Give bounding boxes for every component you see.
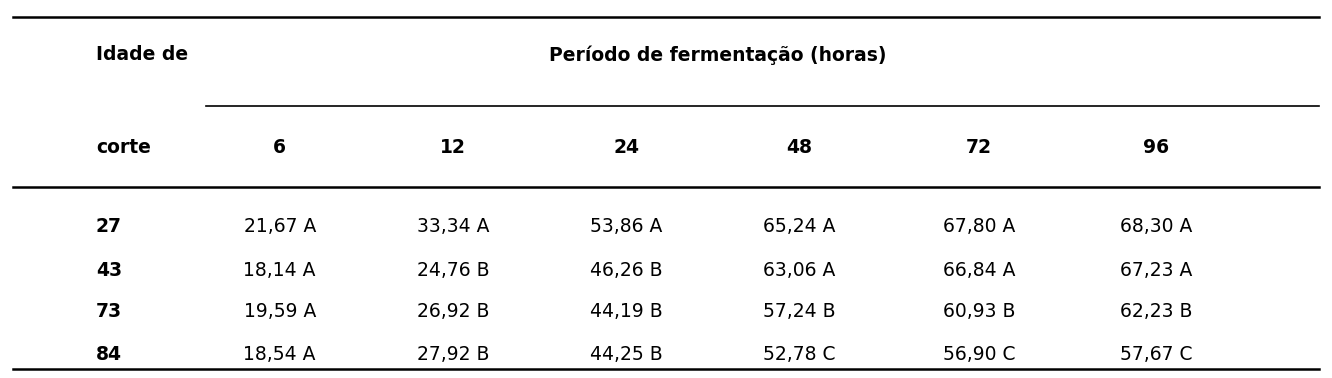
- Text: 73: 73: [96, 302, 123, 321]
- Text: 18,54 A: 18,54 A: [244, 345, 316, 364]
- Text: 24: 24: [613, 138, 639, 157]
- Text: 24,76 B: 24,76 B: [417, 261, 489, 280]
- Text: 18,14 A: 18,14 A: [244, 261, 316, 280]
- Text: 43: 43: [96, 261, 123, 280]
- Text: 56,90 C: 56,90 C: [943, 345, 1015, 364]
- Text: 65,24 A: 65,24 A: [763, 217, 835, 236]
- Text: 26,92 B: 26,92 B: [417, 302, 489, 321]
- Text: 62,23 B: 62,23 B: [1120, 302, 1192, 321]
- Text: 52,78 C: 52,78 C: [763, 345, 835, 364]
- Text: 53,86 A: 53,86 A: [590, 217, 662, 236]
- Text: 67,23 A: 67,23 A: [1120, 261, 1192, 280]
- Text: 46,26 B: 46,26 B: [590, 261, 662, 280]
- Text: 48: 48: [786, 138, 813, 157]
- Text: 19,59 A: 19,59 A: [244, 302, 316, 321]
- Text: 27: 27: [96, 217, 123, 236]
- Text: 44,19 B: 44,19 B: [590, 302, 662, 321]
- Text: Período de fermentação (horas): Período de fermentação (horas): [549, 45, 887, 65]
- Text: 96: 96: [1143, 138, 1169, 157]
- Text: 33,34 A: 33,34 A: [417, 217, 489, 236]
- Text: 68,30 A: 68,30 A: [1120, 217, 1192, 236]
- Text: 60,93 B: 60,93 B: [943, 302, 1015, 321]
- Text: 57,24 B: 57,24 B: [763, 302, 835, 321]
- Text: 63,06 A: 63,06 A: [763, 261, 835, 280]
- Text: 57,67 C: 57,67 C: [1120, 345, 1192, 364]
- Text: corte: corte: [96, 138, 151, 157]
- Text: 66,84 A: 66,84 A: [943, 261, 1015, 280]
- Text: 12: 12: [440, 138, 466, 157]
- Text: 44,25 B: 44,25 B: [590, 345, 662, 364]
- Text: 67,80 A: 67,80 A: [943, 217, 1015, 236]
- Text: 6: 6: [273, 138, 286, 157]
- Text: 84: 84: [96, 345, 123, 364]
- Text: Idade de: Idade de: [96, 45, 188, 64]
- Text: 72: 72: [966, 138, 992, 157]
- Text: 27,92 B: 27,92 B: [417, 345, 489, 364]
- Text: 21,67 A: 21,67 A: [244, 217, 316, 236]
